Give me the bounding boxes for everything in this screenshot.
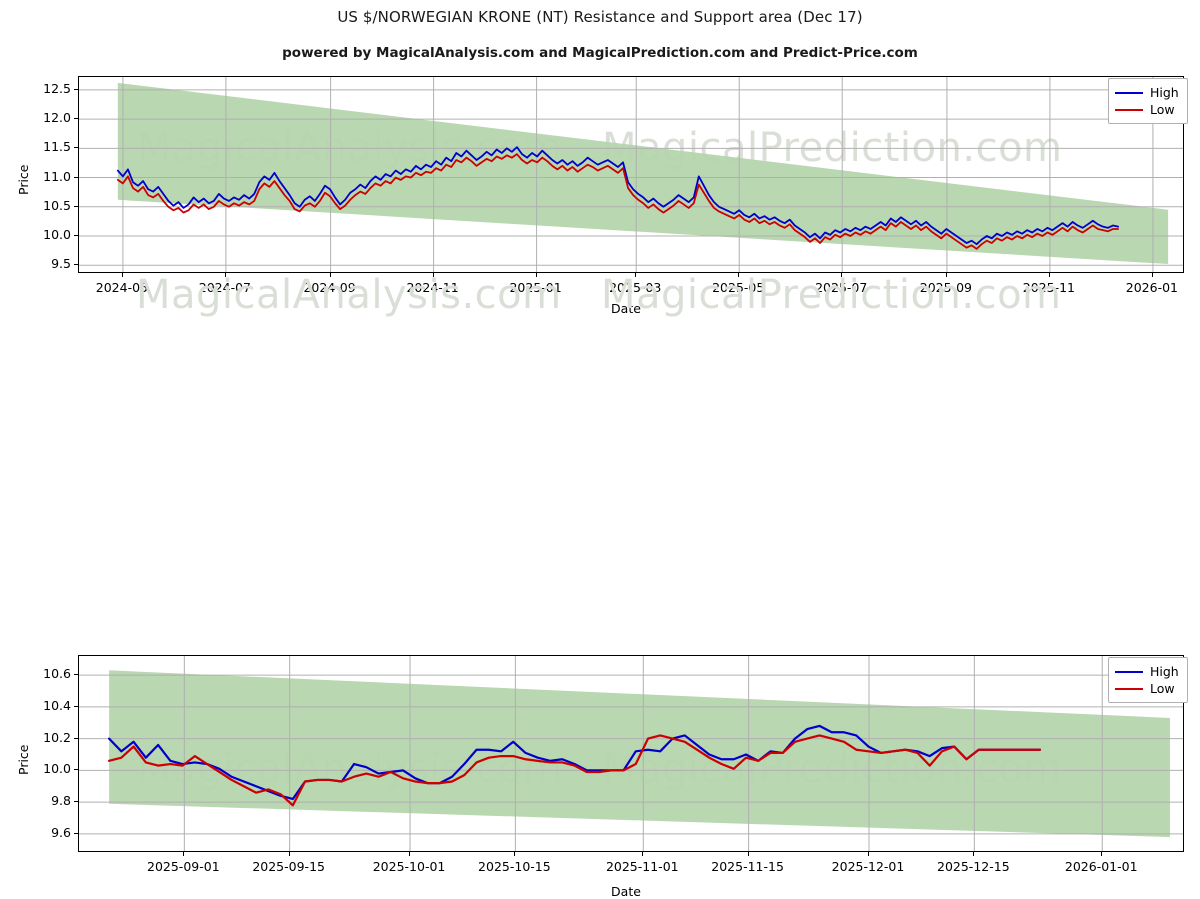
x-tick-mark xyxy=(868,852,869,856)
page-subtitle: powered by MagicalAnalysis.com and Magic… xyxy=(282,45,918,61)
top-chart-canvas xyxy=(79,77,1183,272)
y-tick-mark xyxy=(74,147,78,149)
legend-label-low: Low xyxy=(1150,681,1175,696)
y-tick-mark xyxy=(74,88,78,90)
x-tick-label: 2025-05 xyxy=(712,280,765,295)
x-tick-label: 2025-10-01 xyxy=(372,859,446,874)
bottom-chart-panel: Price MagicalAnalysis.com MagicalPredict… xyxy=(0,320,1200,899)
legend-line-high xyxy=(1115,670,1143,673)
x-tick-mark xyxy=(514,852,516,856)
x-tick-mark xyxy=(432,273,434,277)
x-tick-label: 2025-03 xyxy=(609,280,662,295)
x-tick-mark xyxy=(183,852,185,856)
y-tick-mark xyxy=(74,205,78,207)
x-tick-mark xyxy=(121,273,123,277)
x-tick-mark xyxy=(1151,273,1153,277)
y-tick-label: 10.2 xyxy=(43,729,71,745)
x-tick-mark xyxy=(1048,273,1050,277)
x-tick-label: 2025-09 xyxy=(919,280,973,295)
y-tick-label: 10.0 xyxy=(43,761,71,777)
x-tick-mark xyxy=(841,273,843,277)
legend-line-low xyxy=(1115,687,1143,690)
y-tick-mark xyxy=(74,235,78,236)
x-tick-label: 2025-12-15 xyxy=(937,859,1010,874)
y-tick-label: 9.5 xyxy=(51,256,71,272)
legend-label-high: High xyxy=(1150,664,1179,679)
legend-line-low xyxy=(1115,108,1143,111)
x-tick-label: 2025-01 xyxy=(509,280,562,295)
x-tick-mark xyxy=(747,852,749,856)
x-tick-mark xyxy=(635,273,637,277)
x-tick-mark xyxy=(973,852,975,856)
legend-label-low: Low xyxy=(1150,102,1175,117)
y-tick-label: 12.5 xyxy=(43,80,71,96)
bottom-chart-canvas xyxy=(79,656,1183,851)
y-tick-label: 10.5 xyxy=(43,197,71,213)
x-tick-mark xyxy=(738,273,740,277)
top-chart-x-axis-label: Date xyxy=(611,301,641,316)
y-tick-label: 10.0 xyxy=(43,227,71,242)
x-tick-mark xyxy=(642,852,644,856)
x-tick-mark xyxy=(409,852,411,856)
y-tick-mark xyxy=(74,769,78,771)
legend-label-high: High xyxy=(1150,85,1179,100)
y-tick-mark xyxy=(74,737,78,739)
x-tick-label: 2025-07 xyxy=(815,280,868,295)
y-tick-mark xyxy=(74,801,78,803)
y-tick-mark xyxy=(74,674,78,676)
x-tick-label: 2026-01 xyxy=(1125,280,1179,295)
top-chart-panel: Price MagicalAnalysis.com MagicalPredict… xyxy=(0,0,1200,320)
x-tick-label: 2025-11-01 xyxy=(605,859,679,874)
x-tick-label: 2025-09-01 xyxy=(147,859,220,874)
page-title: US $/NORWEGIAN KRONE (NT) Resistance and… xyxy=(337,8,863,26)
x-tick-label: 2024-05 xyxy=(95,280,148,295)
top-chart-legend[interactable]: High Low xyxy=(1108,78,1188,124)
legend-line-high xyxy=(1115,91,1143,94)
x-tick-label: 2025-10-15 xyxy=(478,859,551,874)
top-chart-plot-area: MagicalAnalysis.com MagicalPrediction.co… xyxy=(78,76,1184,273)
x-tick-label: 2025-11-15 xyxy=(711,859,784,874)
x-tick-label: 2024-07 xyxy=(198,280,251,295)
y-tick-label: 11.0 xyxy=(43,168,71,184)
x-tick-mark xyxy=(329,273,331,277)
x-tick-label: 2024-11 xyxy=(406,280,459,295)
x-tick-mark xyxy=(945,273,947,277)
y-tick-mark xyxy=(74,705,78,707)
y-tick-label: 10.4 xyxy=(43,697,71,713)
y-tick-mark xyxy=(74,264,78,266)
bottom-chart-x-axis-label: Date xyxy=(611,884,641,899)
x-tick-mark xyxy=(288,852,290,856)
x-tick-mark xyxy=(535,273,537,277)
y-tick-label: 10.6 xyxy=(43,666,71,682)
y-tick-label: 12.0 xyxy=(43,110,71,126)
x-tick-label: 2024-09 xyxy=(303,280,356,295)
y-tick-label: 11.5 xyxy=(43,139,71,155)
x-tick-mark xyxy=(1101,852,1103,856)
legend-entry-high: High xyxy=(1115,663,1179,680)
y-tick-mark xyxy=(74,176,78,178)
legend-entry-low: Low xyxy=(1115,680,1179,697)
x-tick-label: 2025-11 xyxy=(1022,280,1076,295)
y-tick-label: 9.6 xyxy=(51,824,71,840)
x-tick-mark xyxy=(224,273,226,277)
legend-entry-low: Low xyxy=(1115,101,1179,118)
y-tick-mark xyxy=(74,832,78,834)
bottom-chart-legend[interactable]: High Low xyxy=(1108,657,1188,703)
y-tick-mark xyxy=(74,118,78,120)
bottom-chart-plot-area: MagicalAnalysis.com MagicalPrediction.co… xyxy=(78,655,1184,852)
y-tick-label: 9.8 xyxy=(51,793,71,809)
legend-entry-high: High xyxy=(1115,84,1179,101)
x-tick-label: 2025-09-15 xyxy=(252,859,325,874)
x-tick-label: 2026-01-01 xyxy=(1064,859,1138,874)
x-tick-label: 2025-12-01 xyxy=(831,859,905,874)
